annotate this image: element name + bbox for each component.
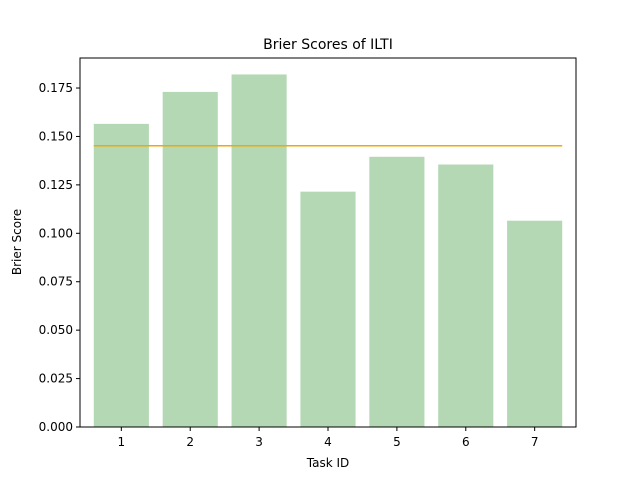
x-tick-label: 4 (324, 435, 332, 449)
y-tick-label: 0.075 (39, 275, 73, 289)
y-tick-label: 0.050 (39, 323, 73, 337)
x-tick-label: 2 (186, 435, 194, 449)
bar-task-6 (438, 164, 494, 427)
bars-group (93, 74, 563, 427)
bar-task-5 (369, 156, 425, 427)
y-axis-label: Brier Score (10, 209, 24, 275)
bar-task-7 (507, 220, 563, 427)
x-tick-label: 6 (462, 435, 470, 449)
y-tick-label: 0.000 (39, 420, 73, 434)
y-tick-label: 0.025 (39, 372, 73, 386)
y-axis-ticks: 0.000 0.025 0.050 0.075 0.100 0.125 0.150 0.175 (39, 81, 80, 434)
bar-task-2 (162, 91, 218, 427)
x-tick-label: 3 (255, 435, 263, 449)
bar-task-1 (93, 123, 149, 427)
bar-task-3 (231, 74, 287, 427)
y-tick-label: 0.150 (39, 129, 73, 143)
chart-title: Brier Scores of ILTI (263, 37, 393, 53)
x-axis-ticks: 1 2 3 4 5 6 7 (118, 427, 539, 449)
y-tick-label: 0.100 (39, 226, 73, 240)
x-axis-label: Task ID (306, 456, 350, 470)
x-tick-label: 5 (393, 435, 401, 449)
x-tick-label: 7 (531, 435, 539, 449)
y-tick-label: 0.125 (39, 178, 73, 192)
bar-task-4 (300, 191, 356, 427)
x-tick-label: 1 (118, 435, 126, 449)
y-tick-label: 0.175 (39, 81, 73, 95)
